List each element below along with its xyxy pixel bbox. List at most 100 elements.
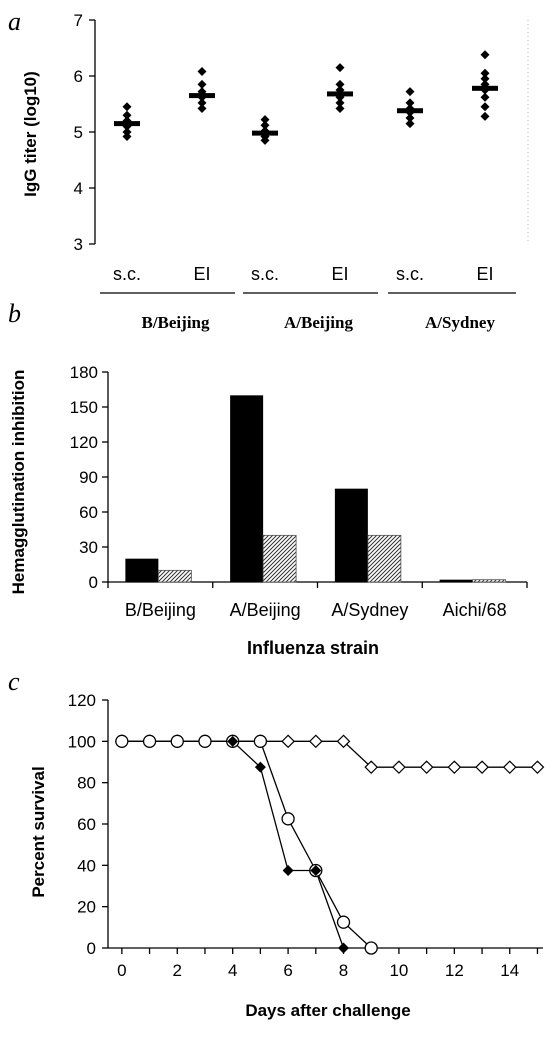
- panel-c-filled-diamond-marker: [310, 865, 322, 876]
- panel-a-point: [122, 131, 132, 141]
- panel-a-scatter: IgG titer (log10) 3 4 5 6 7 s.c. EI B/Beijing s.…: [21, 11, 529, 332]
- panel-a-point: [122, 102, 132, 112]
- panel-c-open-diamond-marker: [336, 734, 351, 749]
- panel-a-point: [480, 68, 490, 78]
- panel-b-ytick-label: 0: [89, 573, 98, 592]
- panel-b-category-label: A/Beijing: [230, 600, 301, 620]
- panel-c-xtick-label: 0: [117, 961, 126, 980]
- panel-c-ytick-label: 40: [77, 856, 96, 875]
- panel-a-point: [335, 103, 345, 113]
- panel-a-mean-bar: [252, 130, 278, 136]
- panel-c-circle-marker: [336, 915, 351, 929]
- panel-letter-c: c: [8, 667, 20, 696]
- panel-a-point: [197, 103, 207, 113]
- panel-c-xtick-label: 14: [500, 961, 519, 980]
- panel-a-sublabel: s.c.: [251, 264, 279, 284]
- panel-b-bar-solid: [230, 395, 264, 582]
- panel-a-group-label: A/Beijing: [284, 313, 353, 332]
- panel-c-filled-diamond-marker: [282, 865, 294, 876]
- panel-c-filled-diamond-marker: [254, 761, 266, 773]
- panel-c-open-diamond-marker: [530, 760, 545, 775]
- panel-a-mean-bar: [397, 108, 423, 114]
- panel-b-bar-solid: [439, 579, 473, 582]
- panel-c-open-diamond-marker: [308, 734, 323, 749]
- panel-b-category-label: B/Beijing: [125, 600, 196, 620]
- panel-a-mean-bar: [472, 85, 498, 91]
- panel-c-ytick-label: 20: [77, 898, 96, 917]
- panel-a-point: [405, 113, 415, 123]
- panel-a-ytick-label: 4: [74, 179, 83, 198]
- panel-c-xlabel: Days after challenge: [245, 1001, 410, 1020]
- panel-a-ylabel: IgG titer (log10): [21, 71, 40, 197]
- panel-b-ytick-label: 90: [79, 468, 98, 487]
- panel-a-point: [335, 63, 345, 73]
- panel-c-circle-marker: [281, 812, 295, 826]
- panel-c-circle-marker: [115, 734, 129, 748]
- panel-a-group-label: B/Beijing: [141, 313, 210, 332]
- panel-a-point: [335, 79, 345, 89]
- panel-a-point: [197, 79, 207, 89]
- panel-b-ytick-label: 30: [79, 538, 98, 557]
- panel-c-circle-marker: [253, 734, 268, 748]
- panel-a-ytick-label: 3: [74, 235, 83, 254]
- panel-a-sublabel: EI: [331, 264, 348, 284]
- panel-a-point: [335, 98, 345, 108]
- panel-a-ytick-label: 6: [74, 67, 83, 86]
- panel-a-point: [260, 135, 270, 145]
- panel-c-xtick-label: 8: [339, 961, 348, 980]
- panel-c-series-line: [121, 740, 372, 949]
- panel-a-group-label: A/Sydney: [425, 313, 495, 332]
- panel-a-point: [480, 50, 490, 60]
- panel-c-xtick-label: 2: [173, 961, 182, 980]
- panel-a-point: [480, 102, 490, 112]
- panel-a-sublabel: s.c.: [396, 264, 424, 284]
- panel-letter-a: a: [8, 7, 21, 36]
- panel-c-filled-diamond-marker: [227, 735, 239, 747]
- panel-a-point: [480, 74, 490, 84]
- panel-c-circle-marker: [198, 734, 212, 748]
- panel-a-mean-bar: [327, 91, 353, 97]
- panel-a-point: [260, 115, 270, 125]
- panel-c-open-diamond-marker: [392, 760, 406, 775]
- panel-b-ylabel: Hemagglutination inhibition: [9, 370, 28, 595]
- panel-c-line: Percent survival Days after challenge 0 2…: [29, 691, 545, 1020]
- panel-c-open-diamond-marker: [447, 760, 462, 775]
- panel-a-sublabel: s.c.: [113, 264, 141, 284]
- panel-c-filled-diamond-marker: [338, 942, 350, 954]
- panel-b-bar-solid: [334, 488, 368, 582]
- panel-c-xtick-label: 4: [228, 961, 237, 980]
- panel-b-ytick-label: 120: [70, 433, 98, 452]
- panel-a-point: [405, 119, 415, 129]
- panel-b-ytick-label: 180: [70, 363, 98, 382]
- panel-a-point: [197, 67, 207, 77]
- panel-c-circle-marker: [170, 734, 184, 748]
- panel-a-sublabel: EI: [476, 264, 493, 284]
- panel-c-xtick-label: 10: [389, 961, 408, 980]
- panel-b-xlabel: Influenza strain: [247, 638, 379, 658]
- panel-a-point: [480, 111, 490, 121]
- panel-c-open-diamond-marker: [475, 760, 489, 775]
- panel-a-ytick-label: 7: [74, 11, 83, 30]
- panel-c-circle-marker: [364, 941, 378, 955]
- panel-a-point: [197, 98, 207, 108]
- panel-c-ytick-label: 60: [77, 815, 96, 834]
- panel-c-ytick-label: 100: [68, 732, 96, 751]
- panel-c-circle-marker: [142, 734, 157, 748]
- panel-a-point: [480, 92, 490, 102]
- panel-b-bar-hatched: [262, 534, 297, 583]
- panel-b-bar-hatched: [472, 579, 507, 583]
- panel-a-mean-bar: [114, 121, 140, 127]
- panel-c-xtick-label: 6: [283, 961, 292, 980]
- panel-c-ytick-label: 120: [68, 691, 96, 710]
- panel-a-point: [122, 110, 132, 120]
- panel-a-ytick-label: 5: [74, 123, 83, 142]
- panel-b-bar-solid: [125, 558, 159, 582]
- panel-a-mean-bar: [189, 93, 215, 99]
- panel-c-xtick-label: 12: [445, 961, 464, 980]
- panel-b-ytick-label: 150: [70, 398, 98, 417]
- panel-a-point: [405, 98, 415, 108]
- panel-a-point: [260, 120, 270, 130]
- panel-c-ylabel: Percent survival: [29, 766, 48, 897]
- panel-c-series-line: [121, 740, 538, 768]
